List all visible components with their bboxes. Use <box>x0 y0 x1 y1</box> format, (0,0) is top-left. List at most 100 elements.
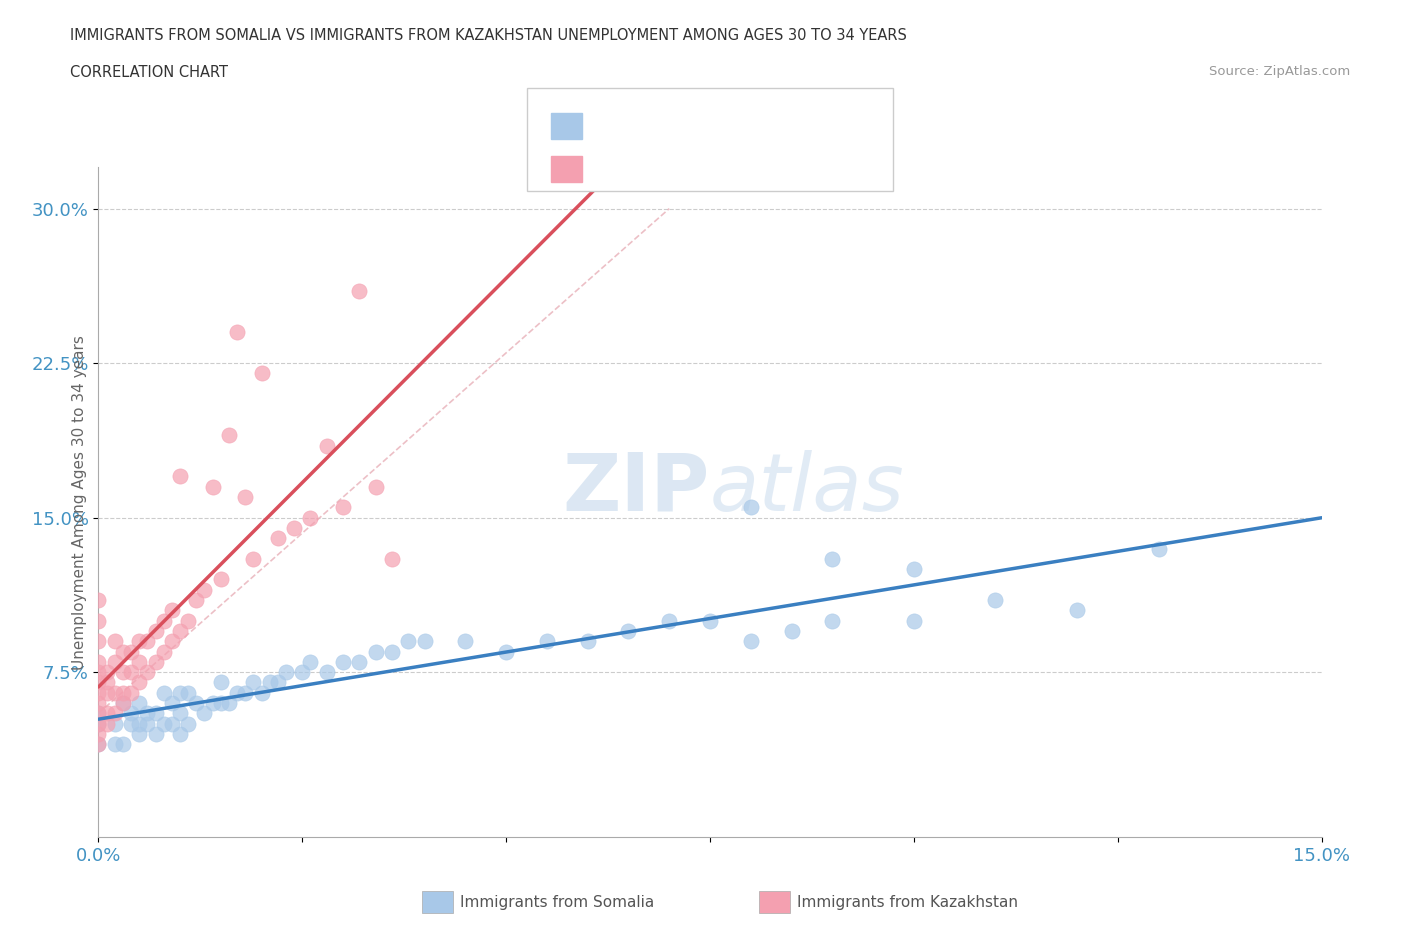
Point <box>233 685 256 700</box>
Point <box>209 675 232 690</box>
Point <box>396 634 419 649</box>
Point <box>96 716 118 731</box>
Point <box>250 685 273 700</box>
Point <box>136 706 159 721</box>
Point <box>160 634 183 649</box>
Point <box>177 685 200 700</box>
Point <box>111 644 134 659</box>
Point <box>160 696 183 711</box>
Point <box>96 706 118 721</box>
Point <box>218 696 240 711</box>
Text: 0.517: 0.517 <box>643 160 697 179</box>
Point <box>145 623 167 638</box>
Point <box>740 634 762 649</box>
Text: 0.400: 0.400 <box>643 116 692 135</box>
Point <box>87 706 110 721</box>
Point <box>87 675 110 690</box>
Text: Source: ZipAtlas.com: Source: ZipAtlas.com <box>1209 65 1350 78</box>
Point <box>201 696 224 711</box>
Point <box>87 696 110 711</box>
Point <box>136 634 159 649</box>
Point <box>87 592 110 607</box>
Point <box>454 634 477 649</box>
Point <box>699 613 721 628</box>
Point <box>87 613 110 628</box>
Point <box>332 500 354 515</box>
Point <box>111 696 134 711</box>
Point <box>233 489 256 504</box>
Point <box>128 716 150 731</box>
Point <box>87 737 110 751</box>
Point <box>128 696 150 711</box>
Point <box>250 366 273 381</box>
Point <box>186 696 208 711</box>
Point <box>87 685 110 700</box>
Text: IMMIGRANTS FROM SOMALIA VS IMMIGRANTS FROM KAZAKHSTAN UNEMPLOYMENT AMONG AGES 30: IMMIGRANTS FROM SOMALIA VS IMMIGRANTS FR… <box>70 28 907 43</box>
Point <box>186 592 208 607</box>
Point <box>349 655 371 670</box>
Point <box>193 706 215 721</box>
Point <box>218 428 240 443</box>
Point <box>177 613 200 628</box>
Point <box>87 716 110 731</box>
Point <box>104 737 127 751</box>
Point <box>536 634 558 649</box>
Point <box>617 623 640 638</box>
Point <box>903 613 925 628</box>
Point <box>87 716 110 731</box>
Point <box>177 716 200 731</box>
Point <box>315 665 337 680</box>
Point <box>87 634 110 649</box>
Point <box>87 665 110 680</box>
Point <box>193 582 215 597</box>
Point <box>903 562 925 577</box>
Text: 59: 59 <box>768 160 790 179</box>
Point <box>169 726 191 741</box>
Point <box>209 696 232 711</box>
Point <box>242 675 264 690</box>
Point <box>160 716 183 731</box>
Point <box>104 634 127 649</box>
Point <box>128 726 150 741</box>
Text: R =: R = <box>596 160 634 179</box>
Point <box>169 685 191 700</box>
Point <box>315 438 337 453</box>
Point <box>87 737 110 751</box>
Point <box>576 634 599 649</box>
Point <box>120 665 142 680</box>
Point <box>259 675 281 690</box>
Point <box>152 613 174 628</box>
Point <box>96 665 118 680</box>
Point <box>821 551 844 566</box>
Point <box>128 634 150 649</box>
Point <box>1147 541 1170 556</box>
Point <box>209 572 232 587</box>
Point <box>87 726 110 741</box>
Point <box>381 551 404 566</box>
Text: Immigrants from Kazakhstan: Immigrants from Kazakhstan <box>797 895 1018 910</box>
Point <box>96 685 118 700</box>
Point <box>169 623 191 638</box>
Point <box>128 675 150 690</box>
Point <box>87 706 110 721</box>
Point <box>274 665 297 680</box>
Point <box>1066 603 1088 618</box>
Point <box>658 613 681 628</box>
Point <box>299 655 322 670</box>
Point <box>299 511 322 525</box>
Point <box>145 726 167 741</box>
Point <box>104 655 127 670</box>
Point <box>160 603 183 618</box>
Point <box>226 325 249 339</box>
Point <box>267 675 290 690</box>
Point <box>120 716 142 731</box>
Point <box>291 665 314 680</box>
Point <box>111 696 134 711</box>
Point <box>104 685 127 700</box>
Point <box>242 551 264 566</box>
Point <box>152 685 174 700</box>
Point <box>169 706 191 721</box>
Point <box>111 685 134 700</box>
Text: CORRELATION CHART: CORRELATION CHART <box>70 65 228 80</box>
Point <box>145 655 167 670</box>
